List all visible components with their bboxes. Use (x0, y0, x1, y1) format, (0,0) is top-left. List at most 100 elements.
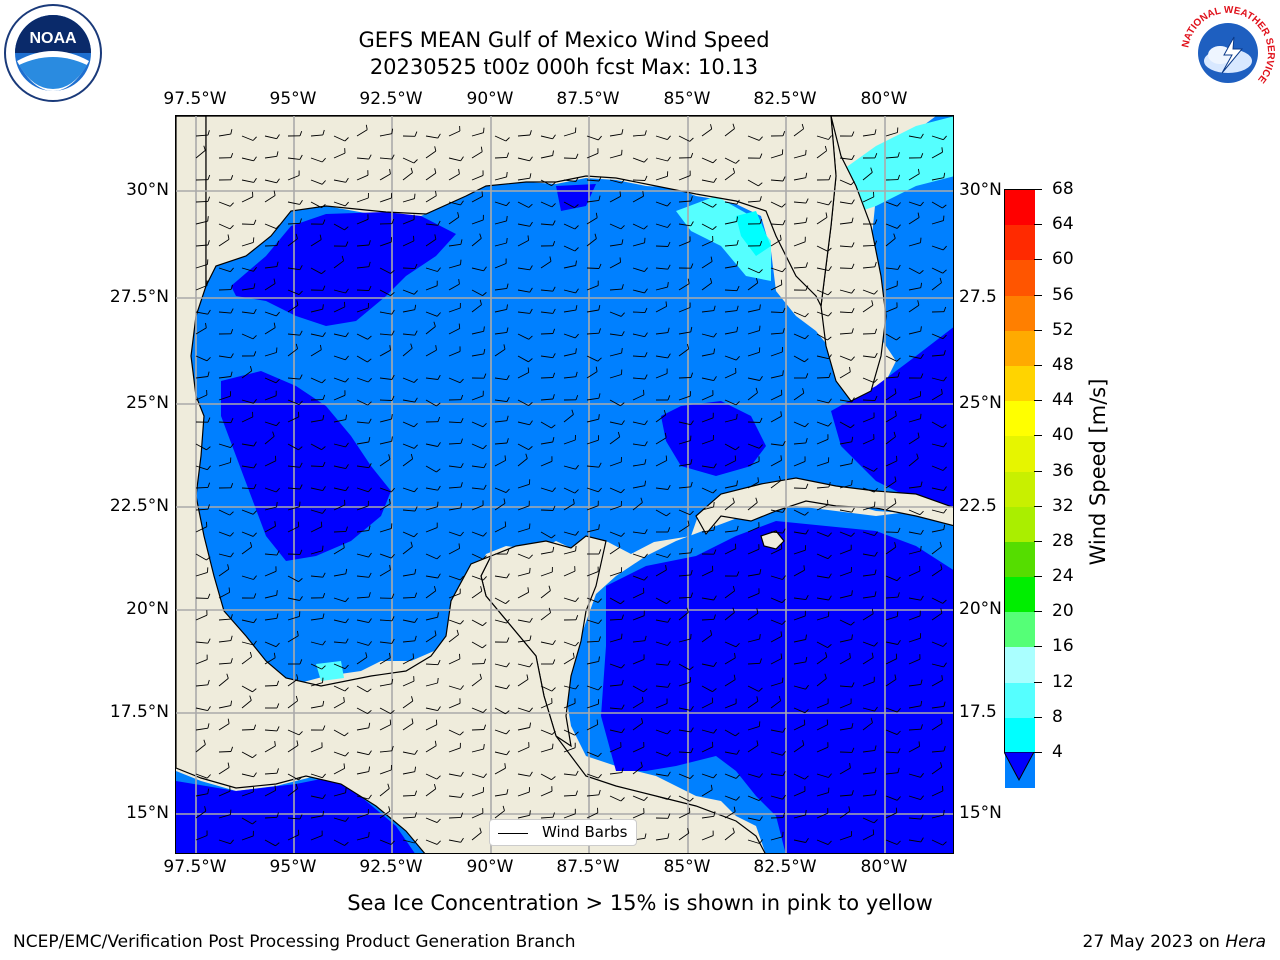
footer-date-text: 27 May 2023 on (1083, 932, 1220, 952)
colorbar-segment (1005, 683, 1035, 719)
wind-barb-flag (666, 456, 667, 461)
colorbar-tick (1034, 330, 1042, 331)
lon-tick-top: 97.5°W (145, 89, 245, 109)
lon-tick-bottom: 97.5°W (145, 857, 245, 877)
wind-barb (380, 400, 392, 401)
wind-barb-flag (691, 634, 692, 639)
lat-tick-right: 22.5 (959, 496, 997, 516)
wind-barb-flag (805, 313, 809, 317)
wind-barb-flag (781, 280, 782, 285)
wind-barb-flag (804, 565, 805, 570)
wind-barb-flag (804, 720, 805, 725)
colorbar (1004, 189, 1034, 752)
lon-tick-top: 92.5°W (341, 89, 441, 109)
colorbar-tick-label: 32 (1052, 496, 1074, 516)
colorbar-tick (1034, 752, 1042, 753)
wind-barb-flag (852, 508, 855, 512)
colorbar-tick (1034, 295, 1042, 296)
wind-barb-flag (482, 191, 483, 196)
wind-barb-flag (666, 301, 667, 306)
wind-barb-flag (576, 546, 577, 551)
wind-barb (334, 531, 346, 532)
wind-barb-flag (413, 654, 414, 659)
wind-barb (633, 554, 644, 558)
footer-host: Hera (1225, 932, 1266, 952)
colorbar-segment (1005, 190, 1035, 226)
wind-barb (679, 597, 691, 598)
lat-tick-right: 25°N (959, 393, 1002, 413)
legend-label: Wind Barbs (542, 823, 627, 841)
colorbar-segment (1005, 225, 1035, 261)
colorbar-segment (1005, 401, 1035, 437)
colorbar-tick (1034, 646, 1042, 647)
colorbar-tick (1034, 365, 1042, 366)
lon-tick-top: 80°W (834, 89, 934, 109)
colorbar-tick (1034, 259, 1042, 260)
colorbar-tick (1034, 717, 1042, 718)
wind-barb-flag (737, 414, 738, 419)
wind-barb-flag (321, 522, 322, 527)
wind-barb-flag (919, 741, 920, 746)
wind-barb-flag (873, 830, 874, 835)
wind-barb-flag (507, 216, 508, 221)
colorbar-segment (1005, 542, 1035, 578)
colorbar-tick (1034, 611, 1042, 612)
colorbar-tick (1034, 224, 1042, 225)
footer-branch: NCEP/EMC/Verification Post Processing Pr… (13, 932, 576, 952)
lon-tick-bottom: 80°W (834, 857, 934, 877)
wind-barb-flag (344, 763, 345, 768)
wind-barb (541, 378, 553, 379)
colorbar-tick (1034, 400, 1042, 401)
wind-barb-flag (781, 455, 782, 460)
wind-barb (886, 133, 898, 137)
colorbar-segment (1005, 577, 1035, 613)
wind-barb-flag (852, 480, 853, 485)
wind-barb (196, 487, 208, 488)
lat-tick-right: 30°N (959, 180, 1002, 200)
wind-barb-flag (896, 808, 897, 813)
colorbar-tick (1034, 435, 1042, 436)
colorbar-segment (1005, 718, 1035, 754)
lat-tick-left: 30°N (69, 180, 169, 200)
wind-barb (265, 686, 277, 687)
noaa-logo-text: NOAA (29, 30, 77, 47)
wind-barb-flag (415, 194, 416, 199)
lat-tick-left: 20°N (69, 599, 169, 619)
lon-tick-bottom: 87.5°W (538, 857, 638, 877)
wind-barb (863, 245, 875, 246)
colorbar-segment (1005, 612, 1035, 648)
colorbar-tick-label: 12 (1052, 672, 1074, 692)
colorbar-tick-label: 16 (1052, 636, 1074, 656)
wind-barb-flag (323, 546, 324, 551)
chart-title: GEFS MEAN Gulf of Mexico Wind Speed (264, 27, 864, 53)
lon-tick-top: 87.5°W (538, 89, 638, 109)
colorbar-tick-label: 68 (1052, 179, 1074, 199)
colorbar-tick (1034, 471, 1042, 472)
wind-barb (610, 773, 622, 774)
lon-tick-top: 85°W (637, 89, 737, 109)
colorbar-tick (1034, 576, 1042, 577)
colorbar-tick-label: 60 (1052, 249, 1074, 269)
lat-tick-right: 17.5 (959, 702, 997, 722)
nws-logo: NATIONAL WEATHER SERVICE (1178, 3, 1278, 103)
wind-barb-flag (942, 147, 943, 152)
wind-barb (196, 201, 208, 202)
wind-barb-flag (921, 546, 922, 551)
wind-barb-flag (758, 477, 759, 482)
wind-barb (403, 268, 415, 269)
wind-barb-flag (459, 543, 460, 548)
wind-barb-flag (461, 260, 462, 265)
lat-tick-left: 22.5°N (69, 496, 169, 516)
colorbar-tick-label: 8 (1052, 707, 1063, 727)
colorbar-tick-label: 52 (1052, 320, 1074, 340)
wind-barb-flag (714, 502, 715, 507)
wind-barb (403, 597, 415, 598)
wind-barb (495, 157, 507, 158)
wind-barb (817, 378, 829, 379)
wind-barb-flag (622, 634, 623, 639)
wind-barb-flag (735, 456, 736, 461)
colorbar-segment (1005, 296, 1035, 332)
colorbar-extend-arrow (1004, 752, 1034, 786)
wind-barb (656, 246, 668, 247)
lat-tick-left: 25°N (69, 393, 169, 413)
